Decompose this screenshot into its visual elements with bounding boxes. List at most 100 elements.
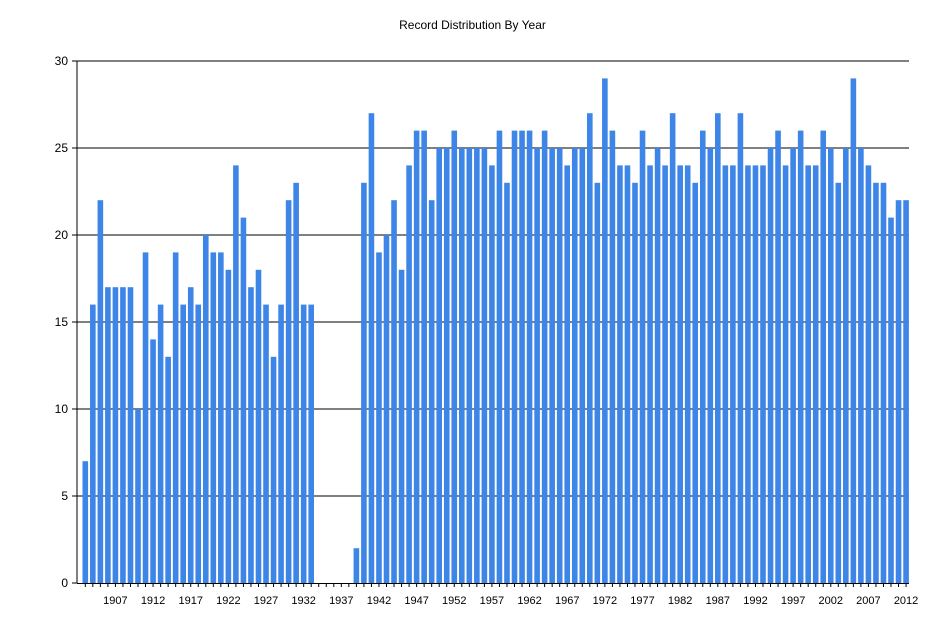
bar [843, 148, 849, 583]
bar [880, 182, 887, 584]
bar [496, 130, 503, 583]
bar [383, 235, 390, 583]
bar [519, 130, 525, 583]
bar [172, 252, 179, 583]
bar [760, 165, 766, 583]
y-tick-label: 5 [61, 489, 68, 503]
bar [459, 148, 465, 583]
x-tick-label: 1952 [442, 595, 466, 607]
bar [654, 148, 661, 583]
bar [97, 200, 104, 583]
y-tick-label: 10 [55, 402, 69, 416]
bar [632, 182, 638, 584]
bar [278, 304, 284, 583]
bar [443, 148, 450, 583]
bar [707, 148, 714, 583]
bar [105, 287, 111, 583]
bar [745, 165, 751, 583]
bar [368, 113, 375, 583]
bar [767, 148, 774, 583]
bar [594, 182, 601, 584]
bar [255, 269, 262, 583]
bar [827, 148, 834, 583]
x-tick-label: 1912 [141, 595, 165, 607]
bar [677, 165, 683, 583]
bar [406, 165, 412, 583]
bar [895, 200, 902, 583]
y-tick-label: 25 [55, 141, 69, 155]
bar [579, 148, 586, 583]
bar [218, 252, 224, 583]
bar [639, 130, 646, 583]
bar [210, 252, 217, 583]
bar [112, 287, 119, 583]
bar [888, 217, 894, 583]
bar [564, 165, 571, 583]
bar [820, 130, 827, 583]
x-tick-label: 1977 [630, 595, 654, 607]
bar [180, 304, 186, 583]
bar [835, 182, 842, 584]
bar [293, 182, 299, 584]
x-tick-label: 1957 [480, 595, 504, 607]
bar [684, 165, 691, 583]
bar [353, 548, 360, 583]
bar [187, 287, 194, 583]
x-tick-label: 1937 [329, 595, 353, 607]
bar [436, 148, 443, 583]
bar [240, 217, 247, 583]
x-tick-label: 1982 [668, 595, 692, 607]
x-tick-label: 1947 [404, 595, 428, 607]
bar [270, 356, 277, 583]
bar [511, 130, 518, 583]
bar [225, 269, 232, 583]
bar [715, 113, 721, 583]
bar [142, 252, 149, 583]
bar [451, 130, 458, 583]
bar [850, 78, 857, 584]
bar [549, 148, 555, 583]
bar [782, 165, 789, 583]
x-tick-label: 1967 [555, 595, 579, 607]
bar [361, 182, 367, 584]
x-tick-label: 1987 [706, 595, 730, 607]
bar [308, 304, 314, 583]
bar [127, 287, 134, 583]
bar [135, 409, 141, 583]
y-tick-label: 15 [55, 315, 69, 329]
bar [489, 165, 495, 583]
x-tick-label: 1997 [781, 595, 805, 607]
y-tick-label: 0 [61, 576, 68, 590]
bar [571, 148, 578, 583]
bar [699, 130, 706, 583]
bar [775, 130, 781, 583]
bar [669, 113, 676, 583]
bar [481, 148, 488, 583]
bar [428, 200, 435, 583]
bar [504, 182, 510, 584]
x-tick-label: 1917 [178, 595, 202, 607]
x-tick-label: 2007 [856, 595, 880, 607]
x-tick-label: 1907 [103, 595, 127, 607]
x-tick-label: 1932 [291, 595, 315, 607]
bar [609, 130, 616, 583]
bar [790, 148, 796, 583]
chart-title: Record Distribution By Year [399, 18, 546, 32]
bar [737, 113, 744, 583]
bar [202, 235, 209, 583]
bar [391, 200, 397, 583]
bar [195, 304, 202, 583]
x-tick-label: 2002 [819, 595, 843, 607]
bar [263, 304, 269, 583]
bar [858, 148, 864, 583]
bar [376, 252, 382, 583]
x-tick-label: 2012 [894, 595, 918, 607]
bar [421, 130, 427, 583]
bar [797, 130, 804, 583]
bar [812, 165, 819, 583]
bar [534, 148, 540, 583]
bar [466, 148, 473, 583]
x-tick-label: 1922 [216, 595, 240, 607]
